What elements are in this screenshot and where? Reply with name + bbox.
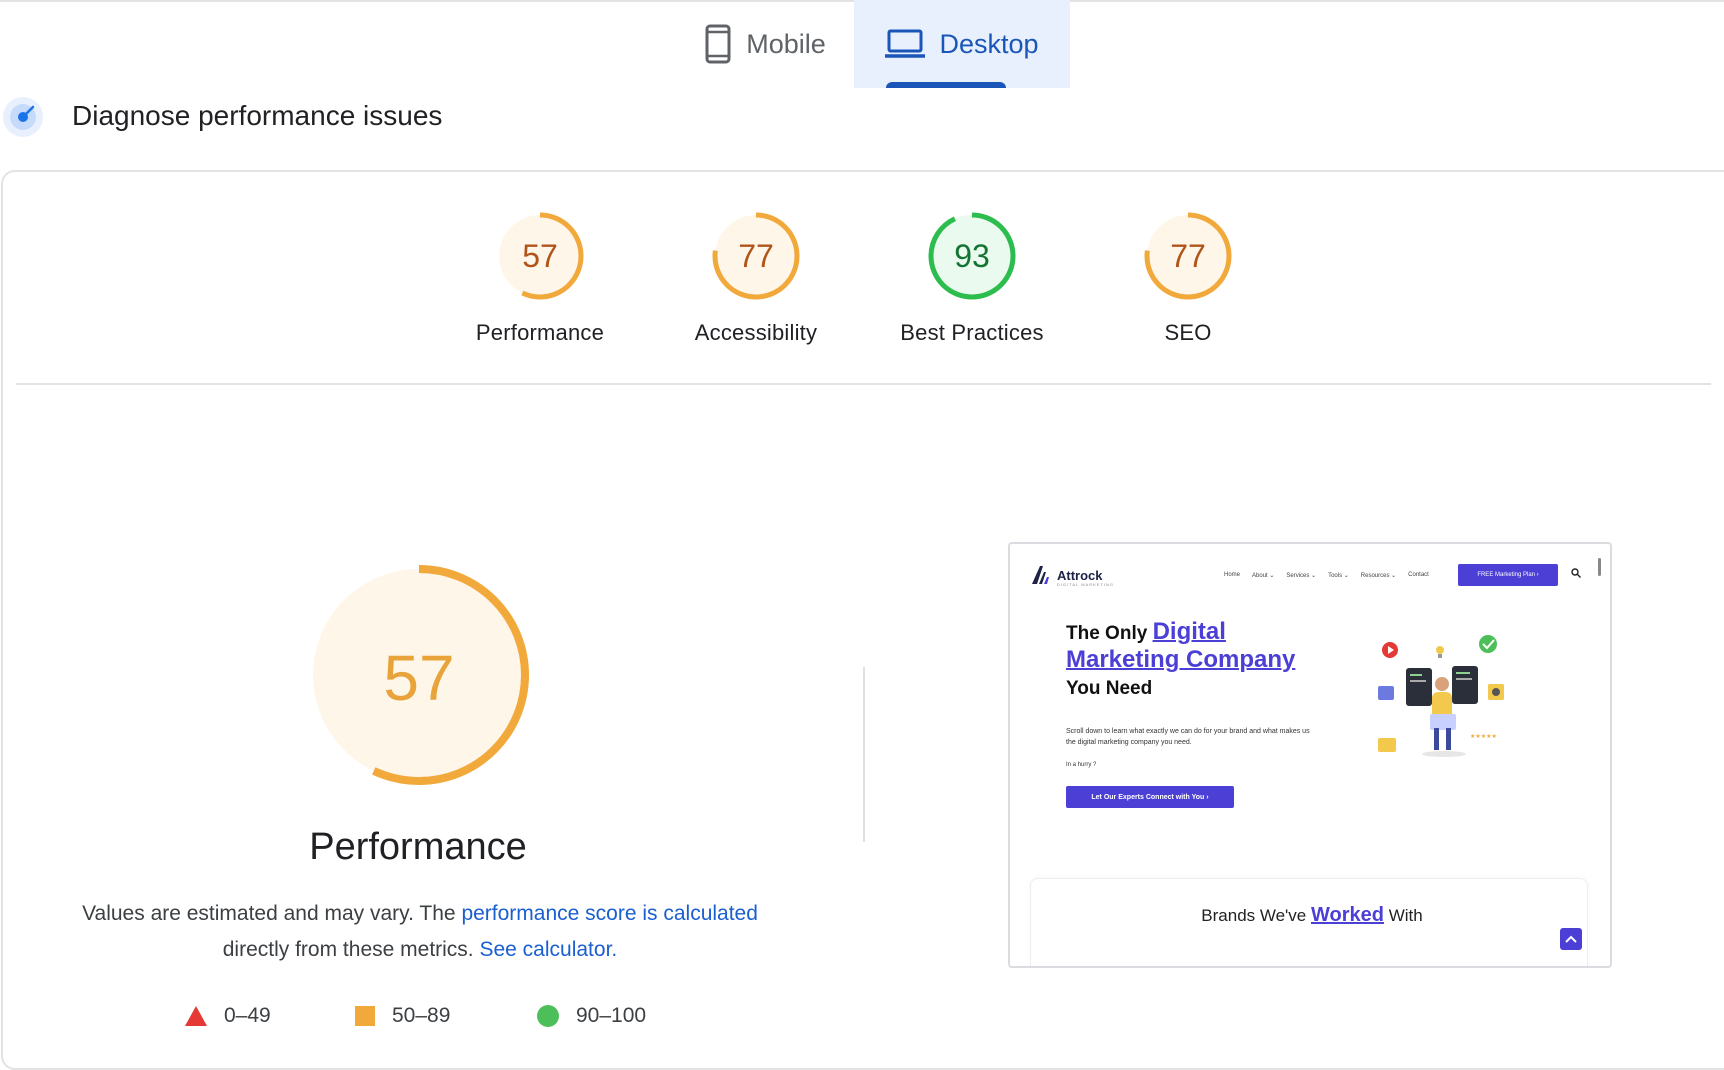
gauge-label: Accessibility <box>694 320 818 345</box>
site-nav-item: Contact <box>1408 572 1429 578</box>
svg-text:★★★★★: ★★★★★ <box>1470 733 1497 740</box>
vertical-divider <box>863 667 865 842</box>
score-ring: 77 <box>1144 212 1232 300</box>
site-nav-item: Home <box>1224 572 1241 578</box>
score-value: 77 <box>1170 238 1206 274</box>
legend-pass: 90–100 <box>536 1004 646 1028</box>
headline-start: The Only <box>1066 623 1153 644</box>
site-nav: Home About ⌄ Services ⌄ Tools ⌄ Resource… <box>1224 572 1429 579</box>
site-nav-item: Services ⌄ <box>1286 573 1317 579</box>
brands-end: With <box>1383 906 1423 925</box>
tab-desktop[interactable]: Desktop <box>854 0 1070 88</box>
see-calculator-link[interactable]: See calculator. <box>479 938 618 961</box>
triangle-icon <box>185 1006 207 1026</box>
performance-score-gauge: 57 <box>309 565 529 785</box>
gauge-best-practices[interactable]: 93 Best Practices <box>872 210 1072 346</box>
scrollbar-thumb <box>1598 558 1601 576</box>
site-connect-button: Let Our Experts Connect with You › <box>1066 786 1234 808</box>
diagnose-title: Diagnose performance issues <box>72 100 443 131</box>
search-icon <box>1571 568 1581 578</box>
desc-text: Values are estimated and may vary. The <box>82 902 462 925</box>
brands-highlight: Worked <box>1310 904 1384 926</box>
score-ring: 77 <box>712 212 800 300</box>
site-headline: The Only Digital Marketing Company You N… <box>1066 618 1326 700</box>
site-nav-item: About ⌄ <box>1252 573 1275 579</box>
site-logo-text: Attrock <box>1057 567 1103 583</box>
brands-section <box>1030 878 1588 966</box>
gauge-seo[interactable]: 77 SEO <box>1088 210 1288 346</box>
performance-heading: Performance <box>309 826 527 868</box>
tab-active-indicator <box>886 82 1006 88</box>
score-value: 77 <box>738 238 774 274</box>
tab-mobile[interactable]: Mobile <box>675 0 855 88</box>
legend-range: 0–49 <box>224 1004 271 1027</box>
gauge-label: Performance <box>475 320 605 345</box>
brands-start: Brands We've <box>1201 906 1311 925</box>
site-nav-item: Resources ⌄ <box>1360 573 1397 579</box>
page-screenshot-preview[interactable]: Attrock DIGITAL MARKETING Home About ⌄ S… <box>1008 542 1612 968</box>
site-hurry-text: In a hurry ? <box>1066 762 1097 768</box>
site-logo-subtitle: DIGITAL MARKETING <box>1057 582 1115 587</box>
gauge-accessibility[interactable]: 77 Accessibility <box>656 210 856 346</box>
square-icon <box>355 1006 375 1026</box>
site-logo: Attrock DIGITAL MARKETING <box>1032 566 1113 587</box>
gauge-performance[interactable]: 57 Performance <box>440 210 640 346</box>
section-divider <box>16 383 1711 385</box>
headline-highlight: Digital Marketing Company <box>1066 618 1296 673</box>
gauge-icon <box>3 97 43 137</box>
score-value: 57 <box>522 238 558 274</box>
score-calculated-link[interactable]: performance score is calculated <box>461 902 758 925</box>
tab-desktop-label: Desktop <box>939 28 1039 59</box>
legend-range: 50–89 <box>392 1004 451 1027</box>
gauge-label: SEO <box>1164 320 1212 345</box>
chevron-up-icon <box>1565 935 1577 943</box>
gauge-label: Best Practices <box>900 320 1044 345</box>
marketing-illustration: ★★★★★ <box>1378 635 1504 757</box>
site-nav-item: Tools ⌄ <box>1328 573 1349 579</box>
performance-description: Values are estimated and may vary. The p… <box>60 896 780 968</box>
score-value: 93 <box>954 238 990 274</box>
legend-average: 50–89 <box>354 1004 450 1028</box>
attrock-logo-icon <box>1032 566 1049 584</box>
site-paragraph: Scroll down to learn what exactly we can… <box>1066 728 1310 746</box>
brands-heading: Brands We've Worked With <box>1010 904 1610 927</box>
headline-end: You Need <box>1066 678 1153 699</box>
performance-score-value: 57 <box>383 642 454 714</box>
laptop-icon <box>885 29 926 58</box>
score-ring: 93 <box>928 212 1016 300</box>
scroll-top-button <box>1560 928 1582 950</box>
tab-mobile-label: Mobile <box>746 28 826 59</box>
desc-text: directly from these metrics. <box>222 938 480 961</box>
legend-fail: 0–49 <box>184 1004 271 1028</box>
legend-range: 90–100 <box>576 1004 647 1027</box>
phone-icon <box>705 24 731 64</box>
score-ring: 57 <box>496 212 584 300</box>
circle-icon <box>537 1005 559 1027</box>
site-cta-button: FREE Marketing Plan › <box>1458 564 1558 586</box>
